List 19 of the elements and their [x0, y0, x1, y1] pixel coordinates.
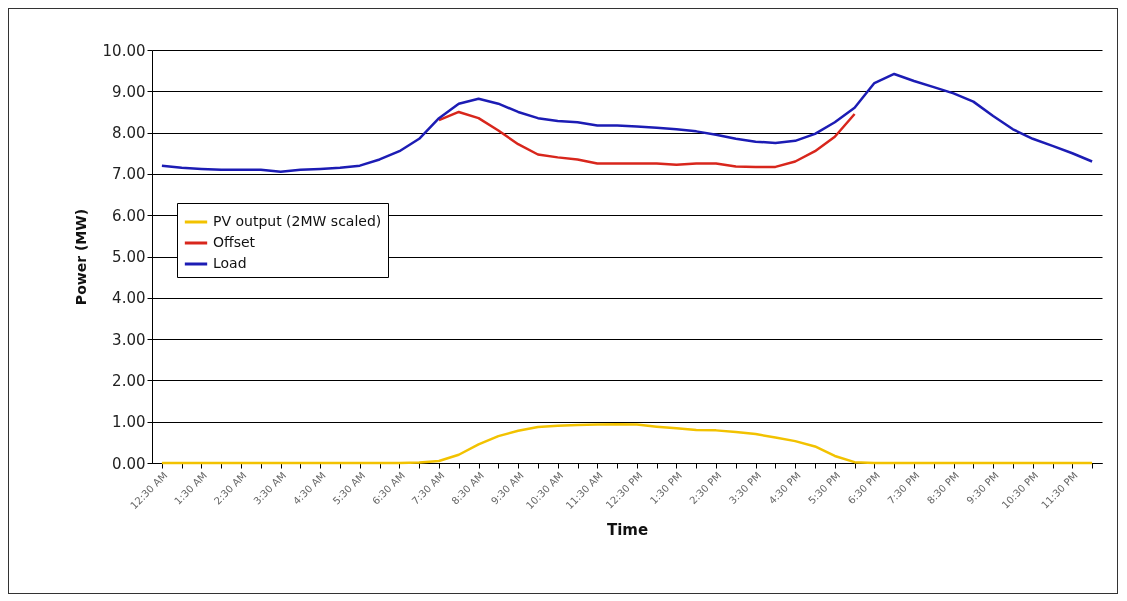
y-tick-label: 1.00 — [112, 413, 146, 432]
y-tick-label: 0.00 — [112, 454, 146, 473]
legend-label: Offset — [213, 234, 256, 250]
y-tick-label: 7.00 — [112, 165, 146, 184]
y-tick-label: 10.00 — [102, 41, 146, 60]
line-series — [160, 72, 1094, 174]
line-series — [160, 422, 1094, 465]
legend-label: PV output (2MW scaled) — [213, 213, 382, 229]
line-series — [437, 110, 856, 169]
y-tick-label: 4.00 — [112, 289, 146, 308]
x-axis-title: Time — [606, 521, 649, 540]
y-tick-label: 2.00 — [112, 371, 146, 390]
y-tick-label: 6.00 — [112, 206, 146, 225]
y-tick-label: 8.00 — [112, 124, 146, 143]
y-tick-label: 5.00 — [112, 248, 146, 266]
y-tick-label: 3.00 — [112, 330, 146, 349]
y-tick-label: 9.00 — [112, 82, 146, 101]
y-axis-title: Power (MW) — [72, 208, 89, 306]
legend-label: Load — [213, 255, 247, 271]
